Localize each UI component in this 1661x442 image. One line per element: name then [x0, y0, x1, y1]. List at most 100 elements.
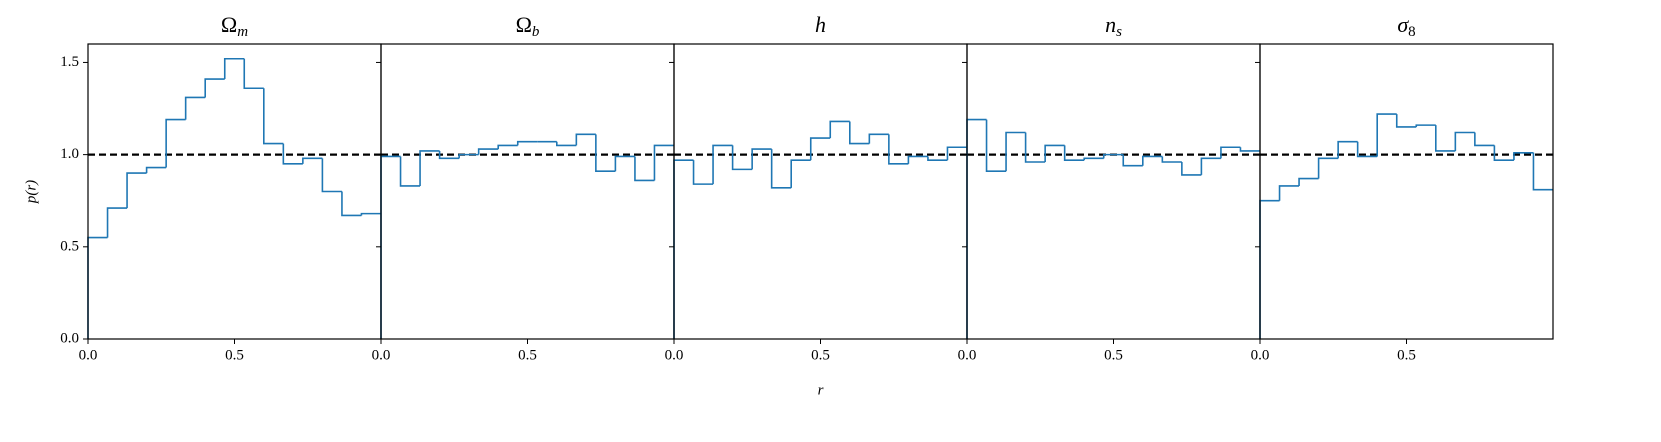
histogram-step [1513, 151, 1534, 161]
histogram-step [575, 133, 596, 146]
histogram-step [868, 133, 889, 144]
histogram-step [1376, 113, 1397, 157]
y-tick-label: 1.0 [60, 146, 79, 162]
histogram-step [1454, 131, 1475, 151]
panel-title: σ8 [1397, 12, 1415, 40]
histogram-step [204, 78, 225, 98]
histogram-step [1083, 157, 1104, 161]
panel-title: Ωm [221, 12, 248, 40]
histogram-step [1102, 153, 1124, 159]
histogram-step [165, 118, 186, 168]
x-tick-label: 0.0 [665, 347, 684, 363]
histogram-step [888, 134, 909, 165]
title-subscript: 8 [1408, 24, 1416, 40]
histogram-step [126, 172, 147, 209]
panel-title: Ωb [516, 12, 540, 40]
histogram-step [1200, 157, 1221, 175]
x-tick-label: 0.0 [79, 347, 98, 363]
histogram-step [556, 141, 577, 147]
histogram-step [907, 155, 928, 164]
histogram-step [302, 157, 323, 164]
axes-frame [966, 43, 1261, 340]
x-axis-label: r [818, 382, 824, 398]
histogram-step [985, 119, 1007, 173]
histogram-step [87, 236, 108, 339]
histogram-step [595, 134, 616, 173]
y-tick-label: 0.0 [60, 330, 79, 346]
histogram-step [1493, 145, 1514, 161]
histogram-step [770, 149, 792, 189]
histogram-step [692, 160, 714, 185]
histogram-step [321, 158, 342, 193]
histogram-step [223, 57, 245, 80]
histogram-step [712, 144, 733, 185]
histogram-step [829, 120, 850, 139]
panel-title: h [815, 12, 826, 37]
x-tick-label: 0.0 [1251, 347, 1270, 363]
histogram-step [790, 159, 811, 188]
title-main: n [1105, 12, 1116, 37]
title-subscript: m [237, 24, 248, 40]
axes-frame [1259, 43, 1554, 340]
histogram-step [946, 146, 967, 161]
histogram-step [516, 140, 538, 146]
histogram-step [380, 155, 401, 339]
histogram-step [1239, 147, 1260, 152]
histogram-step [360, 212, 381, 216]
histogram-step [673, 159, 694, 339]
histogram-step [263, 88, 284, 145]
histogram-step [106, 207, 128, 238]
histogram-step [145, 166, 167, 174]
histogram-step [1063, 145, 1085, 161]
x-tick-label: 0.5 [1397, 347, 1416, 363]
histogram-step [1142, 155, 1163, 166]
histogram-step [1474, 132, 1495, 147]
title-main: σ [1397, 12, 1409, 37]
y-tick-label: 1.5 [60, 54, 79, 70]
histogram-step [614, 155, 635, 172]
histogram-step [1122, 154, 1143, 167]
title-main: h [815, 12, 826, 37]
histogram-step [849, 121, 870, 145]
y-tick-label: 0.5 [60, 238, 79, 254]
histogram-step [438, 150, 460, 160]
x-tick-label: 0.5 [225, 347, 244, 363]
histogram-step [419, 150, 440, 186]
histogram-step [1395, 114, 1417, 128]
title-main: Ω [516, 12, 532, 37]
histogram-step [653, 144, 674, 181]
histogram-step [1259, 199, 1280, 339]
histogram-step [1435, 125, 1456, 152]
title-subscript: s [1116, 24, 1122, 40]
histogram-step [1298, 177, 1319, 186]
histogram-step [243, 58, 264, 90]
histogram-step [1317, 157, 1339, 179]
histogram-step [1181, 162, 1202, 176]
histogram-step [341, 191, 362, 217]
histogram-step [1532, 152, 1553, 191]
x-tick-label: 0.5 [1104, 347, 1123, 363]
histogram-step [751, 148, 772, 170]
x-tick-label: 0.5 [811, 347, 830, 363]
title-main: Ω [221, 12, 237, 37]
title-subscript: b [532, 24, 540, 40]
histogram-step [1356, 141, 1378, 158]
histogram-step [1024, 132, 1046, 163]
histogram-step [1415, 124, 1436, 127]
axes-frame [673, 43, 968, 340]
histogram-step [809, 137, 831, 161]
x-tick-label: 0.0 [958, 347, 977, 363]
histogram-step [1337, 140, 1358, 159]
panel-title: ns [1105, 12, 1122, 40]
histogram-step [399, 156, 421, 187]
histogram-step [477, 148, 499, 155]
histogram-step [927, 156, 948, 161]
y-axis-label: p(r) [23, 180, 39, 204]
histogram-step [1278, 185, 1300, 201]
histogram-step [731, 145, 753, 171]
histogram-step [966, 118, 987, 339]
histogram-step [497, 144, 518, 150]
histogram-step [1005, 131, 1026, 172]
histogram-step [1044, 144, 1065, 162]
